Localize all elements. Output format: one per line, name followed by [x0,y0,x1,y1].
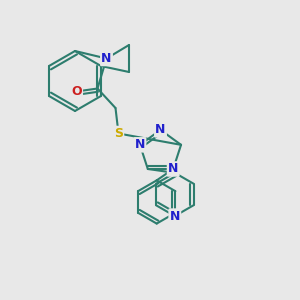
Text: O: O [71,85,82,98]
Text: S: S [114,127,123,140]
Text: N: N [168,163,178,176]
Text: N: N [101,52,112,65]
Text: N: N [169,210,180,223]
Text: N: N [155,123,166,136]
Text: N: N [135,138,145,151]
